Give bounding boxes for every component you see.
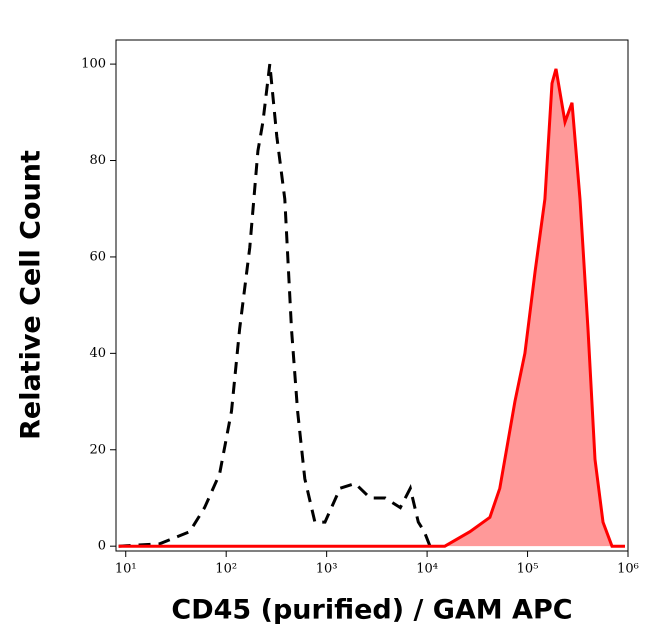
x-tick-label: 10⁴ — [416, 562, 438, 577]
y-axis-label: Relative Cell Count — [16, 150, 47, 440]
x-tick-label: 10¹ — [115, 562, 137, 577]
x-axis-label: CD45 (purified) / GAM APC — [171, 595, 572, 626]
x-tick-label: 10⁵ — [517, 562, 539, 577]
y-tick-label: 60 — [89, 249, 106, 264]
x-tick-label: 10³ — [316, 562, 338, 577]
series-line — [118, 68, 625, 548]
y-tick-label: 100 — [81, 57, 106, 72]
y-tick-label: 40 — [89, 346, 106, 361]
x-tick-label: 10⁶ — [617, 562, 639, 577]
y-tick-label: 0 — [98, 539, 106, 554]
plot-frame — [115, 39, 629, 552]
series-line — [118, 63, 432, 548]
area — [118, 68, 625, 547]
y-tick-label: 20 — [89, 442, 106, 457]
x-tick-label: 10² — [215, 562, 237, 577]
y-tick-label: 80 — [89, 153, 106, 168]
